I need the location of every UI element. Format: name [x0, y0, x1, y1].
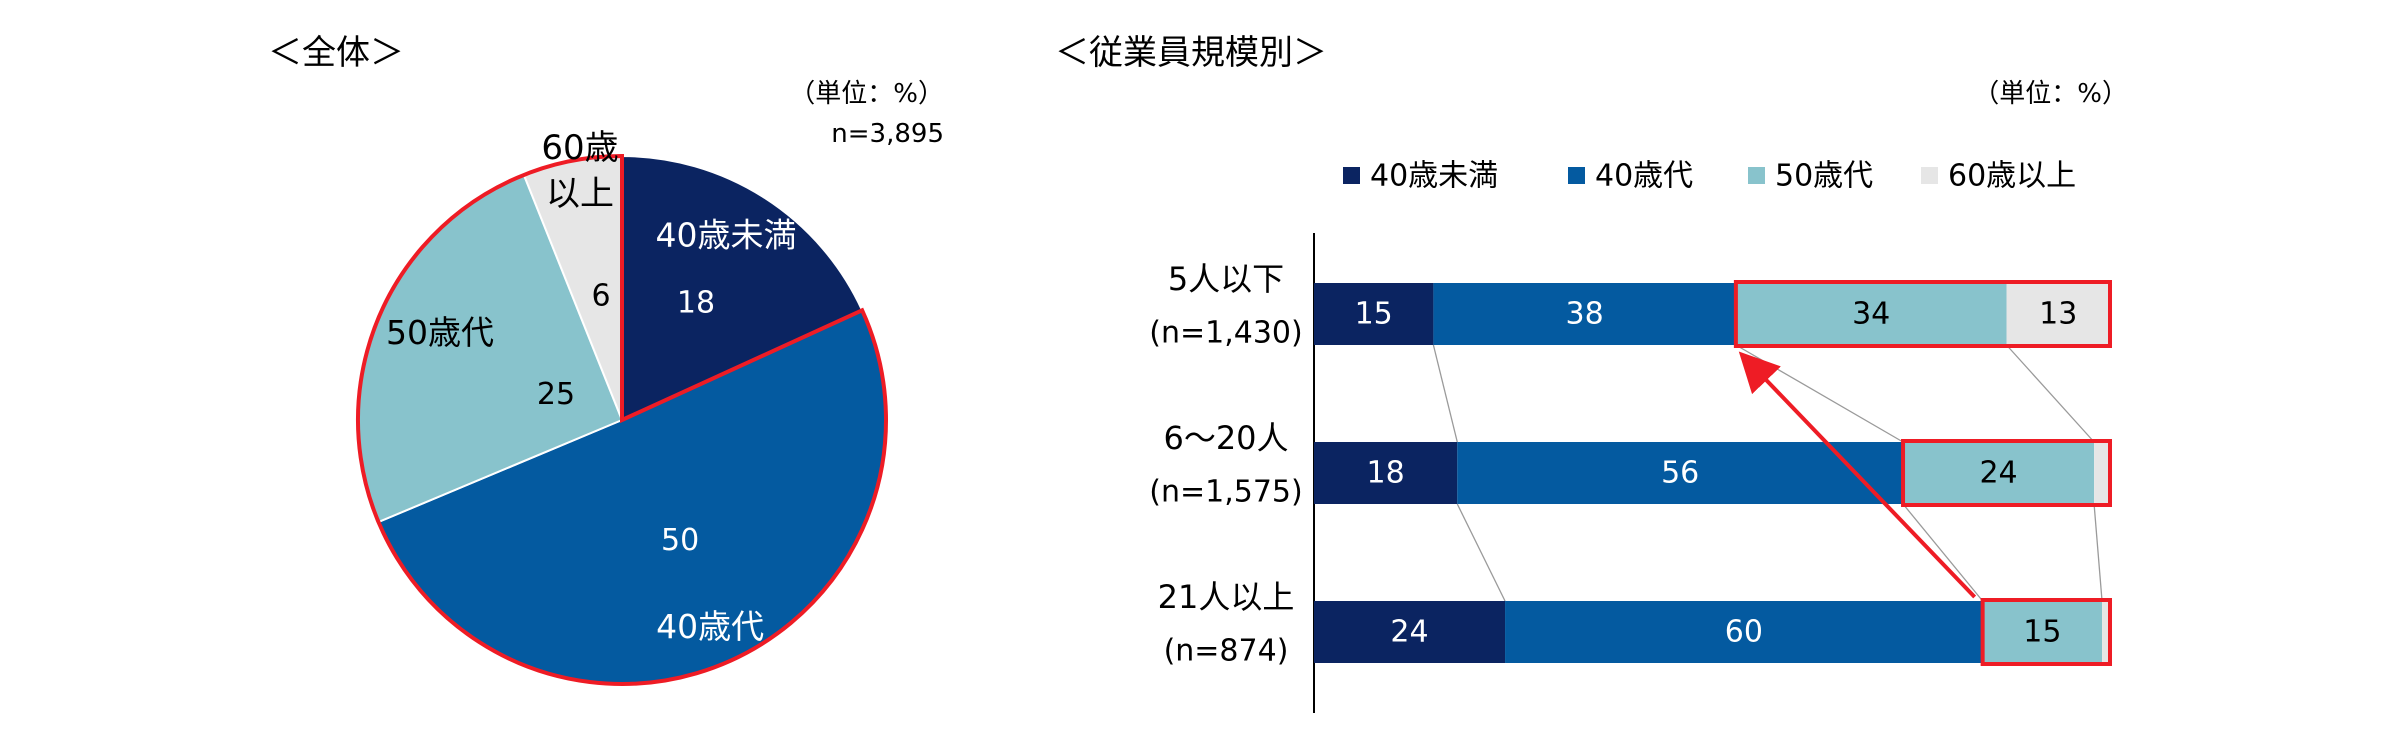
bar-segment-over60	[2094, 442, 2110, 504]
highlight-box	[1733, 280, 2112, 348]
bar-value-label: 38	[1566, 297, 1604, 332]
connector-line	[1735, 344, 1904, 443]
connector-line	[1456, 503, 1506, 602]
highlight-box	[1901, 439, 2113, 507]
row-category-label: 21人以上	[1158, 578, 1295, 616]
bar-segment-under40	[1314, 601, 1506, 663]
connector-line	[2006, 344, 2095, 443]
trend-arrow	[1738, 351, 1977, 599]
row-sample-size: (n=874)	[1164, 634, 1289, 669]
bar-segment-fifties	[1735, 283, 2007, 345]
legend-swatch-forties	[1568, 167, 1585, 184]
bar-unit-note: （単位：%）	[1973, 79, 2128, 109]
bar-value-label: 24	[1390, 615, 1428, 650]
bar-segment-under40	[1314, 442, 1458, 504]
legend-swatch-over60	[1921, 167, 1938, 184]
legend-label-under40: 40歳未満	[1370, 159, 1498, 194]
pie-value-fifties: 25	[537, 377, 575, 412]
legend-swatch-under40	[1343, 167, 1360, 184]
pie-label-forties: 40歳代	[656, 607, 764, 646]
pie-label-fifties: 50歳代	[386, 313, 494, 352]
legend-label-fifties: 50歳代	[1775, 159, 1873, 194]
bar-value-label: 60	[1725, 615, 1763, 650]
pie-value-under40: 18	[677, 285, 715, 320]
row-category-label: 5人以下	[1168, 260, 1284, 298]
bar-segment-forties	[1457, 442, 1904, 504]
connector-line	[1902, 503, 1984, 602]
legend-label-over60: 60歳以上	[1948, 159, 2076, 194]
row-category-label: 6～20人	[1163, 419, 1288, 457]
bar-value-label: 56	[1661, 456, 1699, 491]
bar-segment-forties	[1505, 601, 1983, 663]
legend-label-forties: 40歳代	[1595, 159, 1693, 194]
bar-value-label: 13	[2039, 297, 2077, 332]
stacked-bar-chart: ＜従業員規模別＞ （単位：%） 40歳未満 40歳代 50歳代 60歳以上 5人以下 (…	[1055, 33, 2128, 713]
pie-value-over60: 6	[591, 279, 610, 314]
bar-segment-forties	[1433, 283, 1736, 345]
highlight-box	[1980, 598, 2113, 666]
bar-value-label: 15	[1355, 297, 1393, 332]
pie-label-over60: 以上	[546, 174, 614, 214]
bar-segment-fifties	[1982, 601, 2103, 663]
pie-highlight-outline	[356, 153, 888, 686]
bar-value-label: 34	[1852, 297, 1890, 332]
bar-value-label: 15	[2023, 615, 2061, 650]
pie-chart-title: ＜全体＞	[268, 33, 404, 73]
pie-label-under40: 40歳未満	[656, 215, 797, 254]
bar-segment-under40	[1314, 283, 1434, 345]
pie-value-forties: 50	[661, 523, 699, 558]
row-sample-size: (n=1,430)	[1149, 316, 1302, 351]
pie-slice-under40	[621, 154, 864, 422]
bar-value-label: 18	[1367, 456, 1405, 491]
pie-label-over60: 60歳	[541, 128, 618, 168]
pie-unit-note: （単位：%）	[789, 79, 944, 109]
bar-segment-over60	[2006, 283, 2110, 345]
bar-segment-fifties	[1903, 442, 2095, 504]
row-sample-size: (n=1,575)	[1149, 475, 1302, 510]
pie-sample-size: n=3,895	[831, 119, 944, 149]
connector-line	[2093, 503, 2103, 602]
bar-chart-title: ＜従業員規模別＞	[1055, 33, 1327, 73]
legend-swatch-fifties	[1748, 167, 1765, 184]
legend: 40歳未満 40歳代 50歳代 60歳以上	[1343, 159, 2076, 194]
connector-line	[1432, 344, 1458, 443]
bar-value-label: 24	[1979, 456, 2017, 491]
bar-segment-over60	[2102, 601, 2110, 663]
pie-chart: ＜全体＞ （単位：%） n=3,895 40歳未満 18 40歳代 50 50歳代 25 6…	[268, 33, 944, 686]
